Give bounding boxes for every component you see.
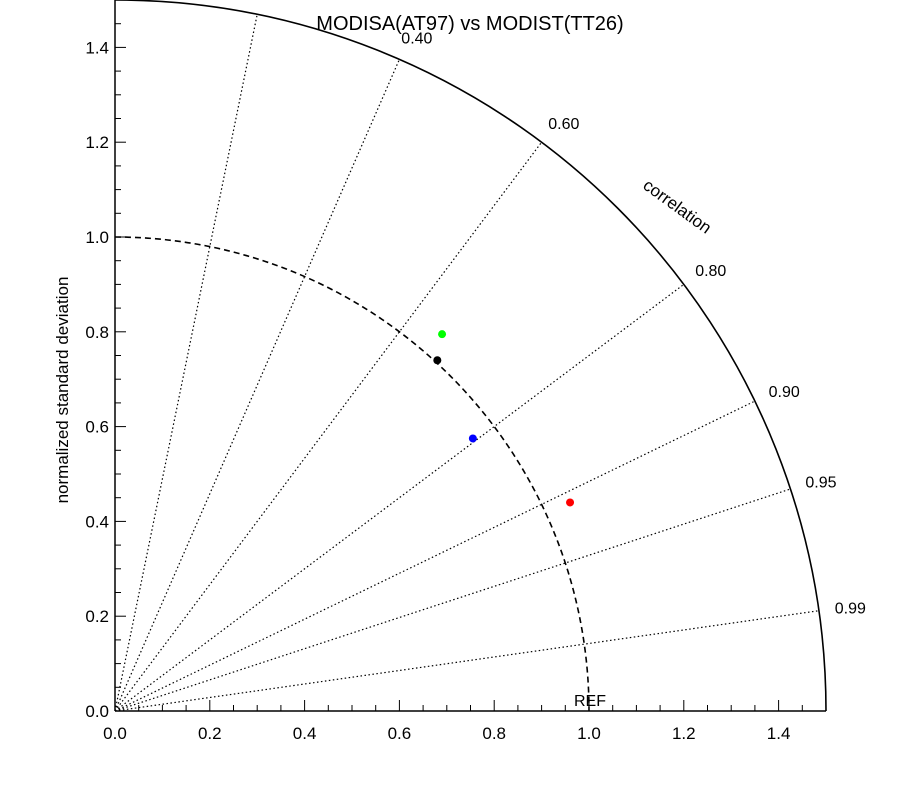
correlation-line [114,283,685,712]
y-tick-label: 1.4 [85,38,109,57]
correlation-tick-label: 0.90 [769,384,800,401]
x-tick-label: 0.6 [388,724,412,743]
data-point [566,498,575,507]
y-tick-label: 0.6 [85,418,109,437]
correlation-tick-label: 0.20 [254,0,285,1]
correlation-tick-label: 0.95 [805,475,836,492]
correlation-line [114,400,756,712]
x-tick-label: 0.4 [293,724,317,743]
data-point [468,434,477,443]
y-tick-label: 0.8 [85,323,109,342]
correlation-line [114,610,819,712]
data-point [438,330,447,339]
data-point [433,356,442,365]
correlation-line [114,14,258,712]
correlation-label: correlation [640,176,715,238]
reference-label: REF [574,693,606,710]
correlation-tick-label: 0.80 [695,263,726,280]
outer-arc [114,0,827,712]
correlation-tick-label: 0.60 [548,116,579,133]
correlation-tick-label: 0.40 [401,31,432,48]
y-tick-label: 0.4 [85,512,109,531]
y-tick-label: 0.0 [85,702,109,721]
x-tick-label: 1.0 [577,724,601,743]
y-tick-label: 0.2 [85,607,109,626]
correlation-line [114,141,543,712]
x-tick-label: 0.2 [198,724,222,743]
x-tick-label: 0.8 [482,724,506,743]
x-tick-label: 1.4 [767,724,791,743]
x-tick-label: 0.0 [103,724,127,743]
correlation-line [114,59,400,712]
correlation-line [114,488,791,712]
correlation-tick-label: 0.99 [835,600,866,617]
y-tick-label: 1.2 [85,133,109,152]
chart-title: MODISA(AT97) vs MODIST(TT26) [316,13,623,35]
reference-std-arc [114,236,590,712]
x-tick-label: 1.2 [672,724,696,743]
y-tick-label: 1.0 [85,228,109,247]
y-axis-label: normalized standard deviation [53,277,72,504]
